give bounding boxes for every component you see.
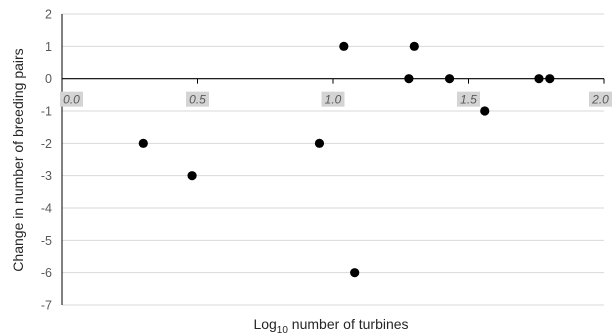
axes xyxy=(61,14,605,305)
y-tick-labels: 2 1 0 -1 -2 -3 -4 -5 -6 -7 xyxy=(41,8,52,313)
data-point xyxy=(138,138,148,148)
x-tick-highlight xyxy=(589,91,612,107)
data-point xyxy=(339,41,349,51)
x-tick-label: 0.0 xyxy=(63,93,80,107)
x-tick-labels: 0.0 0.5 1.0 1.5 2.0 xyxy=(60,91,612,107)
data-point xyxy=(444,74,455,84)
data-point xyxy=(480,106,490,116)
x-tick-highlight xyxy=(457,91,480,107)
x-axis-label-subscript: 10 xyxy=(277,325,289,335)
y-tick-label: 0 xyxy=(45,72,52,86)
data-point xyxy=(534,74,544,84)
data-point xyxy=(314,138,325,148)
x-axis-label-suffix: number of turbines xyxy=(288,316,409,332)
data-point xyxy=(404,74,414,84)
x-tick-label: 0.5 xyxy=(189,93,206,107)
x-tick-highlight xyxy=(186,91,209,107)
x-tick-label: 2.0 xyxy=(591,93,609,107)
data-point xyxy=(409,41,419,51)
x-tick-highlight xyxy=(60,91,83,107)
y-tick-label: -5 xyxy=(41,234,52,248)
data-point xyxy=(545,74,555,84)
y-tick-label: 2 xyxy=(45,8,52,22)
y-tick-label: -2 xyxy=(41,137,52,151)
data-point xyxy=(187,171,197,181)
y-axis-label: Change in number of breeding pairs xyxy=(10,48,26,271)
x-tick-label: 1.5 xyxy=(460,93,477,107)
y-tick-label: -3 xyxy=(41,169,52,183)
x-axis-label: Log10 number of turbines xyxy=(253,316,408,335)
x-tick-highlight xyxy=(321,91,345,107)
y-tick-label: -1 xyxy=(41,105,52,119)
data-point xyxy=(350,268,360,278)
y-tick-label: -7 xyxy=(41,299,52,313)
x-axis-label-log: Log xyxy=(253,316,276,332)
data-points xyxy=(138,41,555,278)
y-tick-label: 1 xyxy=(45,40,52,54)
y-tick-label: -4 xyxy=(41,202,52,216)
y-tick-label: -6 xyxy=(41,266,52,280)
x-tick-label: 1.0 xyxy=(325,93,342,107)
gridlines xyxy=(62,13,604,306)
